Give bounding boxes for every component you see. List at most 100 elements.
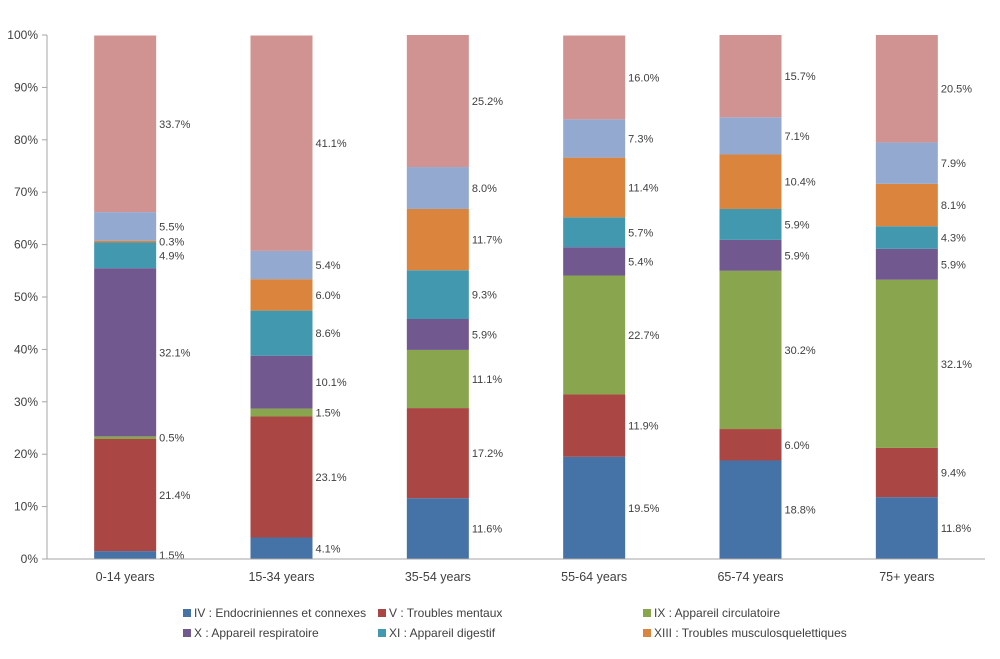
y-tick-label: 80% (14, 133, 38, 147)
y-tick-label: 40% (14, 342, 38, 356)
bar-segment (719, 154, 782, 209)
data-label: 33.7% (159, 119, 190, 131)
bar-segment (563, 217, 626, 248)
legend-item: IV : Endocriniennes et connexes (183, 606, 378, 620)
bar-segment (875, 279, 938, 448)
bar-segment (563, 119, 626, 158)
legend-swatch-icon (643, 609, 651, 617)
data-label: 6.0% (785, 440, 810, 452)
x-tick-label: 35-54 years (405, 570, 471, 584)
bar-segment (719, 208, 782, 240)
legend-swatch-icon (183, 609, 191, 617)
x-tick-label: 55-64 years (561, 570, 627, 584)
bar-segment (563, 394, 626, 457)
y-tick-label: 30% (14, 395, 38, 409)
x-tick-label: 15-34 years (248, 570, 314, 584)
data-label: 5.9% (941, 259, 966, 271)
data-label: 19.5% (628, 503, 659, 515)
legend-swatch-icon (183, 629, 191, 637)
data-label: 9.3% (472, 290, 497, 302)
bar-segment (250, 408, 313, 417)
data-label: 5.9% (785, 250, 810, 262)
legend-item: IX : Appareil circulatoire (643, 606, 903, 620)
bar-segment (250, 35, 313, 251)
bar-segment (875, 497, 938, 559)
data-label: 41.1% (316, 138, 347, 150)
bar-segment (250, 310, 313, 356)
data-label: 1.5% (159, 550, 184, 562)
bar-segment (94, 268, 157, 437)
bar-segment (250, 250, 313, 280)
legend-item: XI : Appareil digestif (378, 626, 643, 640)
data-label: 0.5% (159, 433, 184, 445)
bar-segment (94, 551, 157, 559)
data-label: 7.1% (785, 131, 810, 143)
bar-stack: 11.6% 17.2% 11.1% 5.9% 9.3% 11.7% 8.0% 25.2% (406, 35, 503, 559)
data-label: 22.7% (628, 330, 659, 342)
bar-segment (406, 167, 469, 209)
data-label: 11.4% (628, 182, 659, 194)
legend-label: V : Troubles mentaux (389, 606, 503, 620)
legend-item: V : Troubles mentaux (378, 606, 643, 620)
data-label: 11.7% (472, 235, 503, 247)
data-label: 5.7% (628, 227, 653, 239)
bar-segment (563, 247, 626, 276)
legend-item: X : Appareil respiratoire (183, 626, 378, 640)
bar-stack: 1.5% 21.4% 0.5% 32.1% 4.9%0.3% 5.5% 33.7% (94, 35, 191, 562)
bar-stack: 11.8% 9.4% 32.1% 5.9% 4.3% 8.1% 7.9% 20.5% (875, 35, 972, 559)
y-tick-label: 20% (14, 447, 38, 461)
data-label: 5.4% (628, 256, 653, 268)
bar-segment (875, 447, 938, 498)
data-label: 15.7% (785, 71, 816, 83)
y-axis: 0% 10% 20% 30% 40% 50% 60% 70% 80% 90% 100% (7, 28, 48, 566)
y-tick-label: 90% (14, 80, 38, 94)
bar-segment (94, 242, 157, 269)
bar-segment (250, 537, 313, 559)
bar-segment (875, 226, 938, 249)
bar-segment (406, 270, 469, 320)
bar-segment (719, 460, 782, 559)
data-label: 5.9% (785, 219, 810, 231)
data-label: 1.5% (316, 408, 341, 420)
bars: 1.5% 21.4% 0.5% 32.1% 4.9%0.3% 5.5% 33.7% 4.1% 2… (94, 35, 972, 562)
data-label: 20.5% (941, 84, 972, 96)
legend-swatch-icon (378, 629, 386, 637)
bar-segment (406, 208, 469, 271)
data-label: 4.3% (941, 233, 966, 245)
bar-segment (406, 349, 469, 409)
data-label: 23.1% (316, 472, 347, 484)
bar-segment (719, 239, 782, 271)
bar-segment (563, 35, 626, 120)
y-tick-label: 0% (21, 552, 39, 566)
bar-segment (250, 416, 313, 538)
bar-stack: 19.5% 11.9% 22.7% 5.4% 5.7% 11.4% 7.3% 16.0% (563, 35, 660, 559)
data-label: 5.9% (472, 329, 497, 341)
bar-segment (719, 35, 782, 118)
legend-label: IX : Appareil circulatoire (654, 606, 781, 620)
bar-segment (563, 456, 626, 559)
legend: IV : Endocriniennes et connexes V : Troub… (183, 606, 903, 640)
data-label: 5.5% (159, 222, 184, 234)
bar-segment (94, 439, 157, 552)
bar-segment (875, 248, 938, 280)
data-label: 4.9% (159, 250, 184, 262)
x-tick-label: 65-74 years (717, 570, 783, 584)
legend-label: X : Appareil respiratoire (194, 626, 319, 640)
data-label: 16.0% (628, 72, 659, 84)
data-label: 4.1% (316, 543, 341, 555)
data-label: 11.6% (472, 524, 503, 536)
data-label: 10.1% (316, 377, 347, 389)
data-label: 5.4% (316, 260, 341, 272)
stacked-bar-chart: 0% 10% 20% 30% 40% 50% 60% 70% 80% 90% 100% 1.5% 21… (7, 28, 985, 584)
data-label: 11.1% (472, 374, 503, 386)
data-label: 9.4% (941, 468, 966, 480)
bar-segment (94, 436, 157, 440)
legend-swatch-icon (643, 629, 651, 637)
bar-segment (563, 275, 626, 395)
bar-segment (719, 270, 782, 430)
bar-segment (250, 279, 313, 311)
legend-item: XIII : Troubles musculosquelettiques (643, 626, 903, 640)
x-axis: 0-14 years 15-34 years 35-54 years 55-64 ye… (47, 558, 985, 584)
bar-segment (406, 319, 469, 350)
legend-label: IV : Endocriniennes et connexes (194, 606, 367, 620)
